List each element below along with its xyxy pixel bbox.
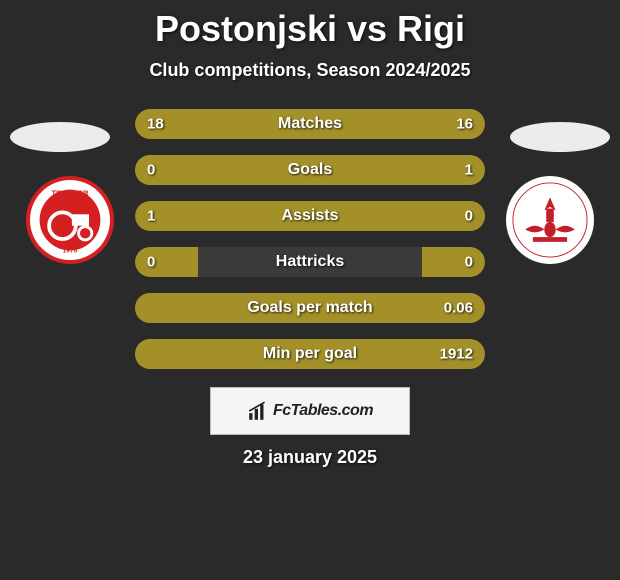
- stat-label: Hattricks: [276, 253, 344, 271]
- club-logo-right: [506, 176, 594, 264]
- player-head-right: [510, 122, 610, 152]
- stat-value-left: 0: [147, 162, 155, 179]
- stat-bar-left: [135, 247, 198, 277]
- stat-value-left: 0: [147, 254, 155, 271]
- comparison-page: Postonjski vs Rigi Club competitions, Se…: [0, 0, 620, 580]
- stat-value-right: 16: [456, 116, 473, 133]
- stat-value-right: 0: [465, 254, 473, 271]
- stat-value-left: 1: [147, 208, 155, 225]
- site-badge[interactable]: FcTables.com: [210, 387, 410, 435]
- stat-value-right: 0: [465, 208, 473, 225]
- stat-row: Matches 18 16: [135, 109, 485, 139]
- stat-value-right: 1912: [440, 346, 473, 363]
- site-badge-label: FcTables.com: [273, 402, 373, 420]
- stat-row: Goals per match 0.06: [135, 293, 485, 323]
- player-head-left: [10, 122, 110, 152]
- stat-value-left: 18: [147, 116, 164, 133]
- stat-label: Matches: [278, 115, 342, 133]
- stat-row: Goals 0 1: [135, 155, 485, 185]
- right-club-icon: [512, 182, 588, 258]
- stat-label: Min per goal: [263, 345, 357, 363]
- stat-row: Assists 1 0: [135, 201, 485, 231]
- stat-value-right: 0.06: [444, 300, 473, 317]
- site-badge-icon: [247, 400, 269, 422]
- stat-bar-right: [422, 247, 485, 277]
- page-title: Postonjski vs Rigi: [155, 8, 465, 50]
- date-label: 23 january 2025: [243, 447, 377, 468]
- stat-row: Min per goal 1912: [135, 339, 485, 369]
- stat-label: Goals per match: [247, 299, 372, 317]
- stat-bars: Matches1816Goals01Assists10Hattricks00Go…: [135, 109, 485, 369]
- stat-label: Goals: [288, 161, 332, 179]
- stat-bar-right: [422, 201, 485, 231]
- subtitle: Club competitions, Season 2024/2025: [149, 60, 470, 81]
- logo-text-top: TRACTOR: [52, 188, 89, 197]
- stat-label: Assists: [282, 207, 339, 225]
- stat-value-right: 1: [465, 162, 473, 179]
- club-logo-left: TRACTOR 1970: [26, 176, 114, 264]
- stat-row: Hattricks 0 0: [135, 247, 485, 277]
- logo-text-bottom: 1970: [63, 247, 78, 254]
- tractor-logo-icon: TRACTOR 1970: [32, 182, 108, 258]
